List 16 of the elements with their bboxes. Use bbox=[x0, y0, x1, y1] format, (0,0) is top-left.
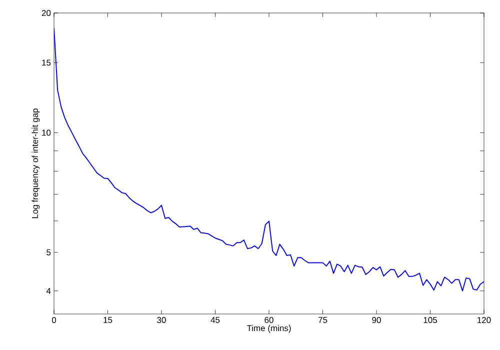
x-tick-label: 105 bbox=[424, 317, 437, 324]
y-tick-label: 5 bbox=[46, 249, 51, 256]
x-tick-label: 45 bbox=[210, 317, 220, 323]
y-tick-label: 15 bbox=[42, 60, 51, 66]
y-tick-label: 10 bbox=[42, 130, 51, 136]
y-axis-title: Log frequency of inter-hit gap bbox=[32, 108, 40, 218]
x-tick-label: 90 bbox=[372, 317, 381, 324]
y-tick-label: 4 bbox=[46, 288, 51, 294]
x-tick-label: 0 bbox=[52, 317, 56, 324]
x-tick-label: 30 bbox=[157, 317, 166, 324]
x-tick-label: 60 bbox=[264, 317, 274, 324]
x-tick-label: 75 bbox=[318, 317, 328, 323]
x-tick-label: 120 bbox=[478, 317, 491, 324]
y-tick-label: 20 bbox=[42, 10, 51, 16]
x-tick-label: 15 bbox=[104, 317, 112, 323]
x-axis-title: Time (mins) bbox=[246, 324, 291, 333]
